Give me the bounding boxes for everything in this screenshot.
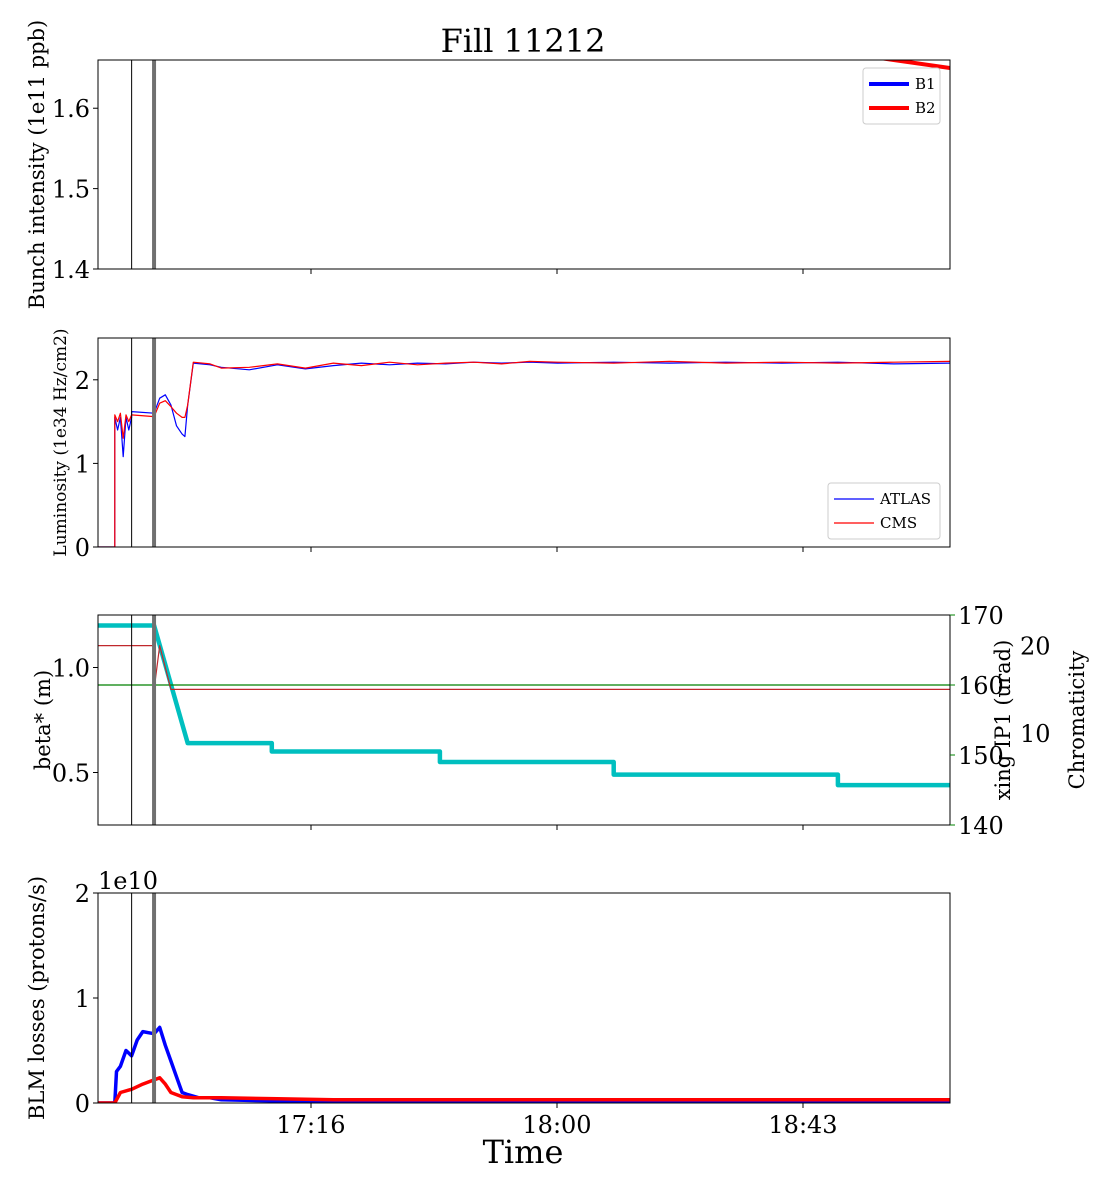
axes-frame <box>97 614 951 826</box>
y-tick-label: 1 <box>75 450 90 478</box>
y-tick-label: 1.0 <box>52 655 90 683</box>
y-tick-label: 0 <box>75 534 90 562</box>
plot-area <box>98 360 950 547</box>
series-line-chroma <box>98 644 950 691</box>
y3-tick-label: 20 <box>1020 633 1051 661</box>
y-tick-label: 2 <box>75 880 90 908</box>
plot-area <box>98 623 950 788</box>
y-tick-label: 2 <box>75 367 90 395</box>
x-axis-label: Time <box>483 1133 564 1171</box>
y-tick-label: 0 <box>75 1090 90 1118</box>
y3-tick-label: 10 <box>1020 720 1051 748</box>
plot-area <box>98 1025 950 1103</box>
y-tick-label: 1.5 <box>52 176 90 204</box>
y-tick-label: 1.4 <box>52 256 90 284</box>
x-tick-label: 18:43 <box>768 1111 837 1139</box>
series-line-b2 <box>879 60 950 70</box>
y-tick-label: 1.6 <box>52 95 90 123</box>
legend: ATLAS CMS <box>827 482 941 540</box>
y2-tick-label: 170 <box>958 602 1004 630</box>
series-line-cms <box>98 360 950 547</box>
x-tick-label: 17:16 <box>276 1111 345 1139</box>
y-axis-label: Luminosity (1e34 Hz/cm2) <box>51 328 71 556</box>
legend-label-atlas: ATLAS <box>879 490 931 508</box>
y-axis-label: Bunch intensity (1e11 ppb) <box>25 20 49 309</box>
legend-label-cms: CMS <box>880 514 917 532</box>
axes-frame <box>97 337 951 548</box>
y-tick-label: 0.5 <box>52 760 90 788</box>
y2-tick-label: 150 <box>958 742 1004 770</box>
panel-blm-losses: 0 1 2 BLM losses (protons/s) 1e10 17:16 18:00 1… <box>25 867 951 1139</box>
figure-title: Fill 11212 <box>441 22 606 60</box>
x-tick-label: 18:00 <box>522 1111 591 1139</box>
legend-label-b2: B2 <box>915 99 936 117</box>
series-line-series-1 <box>98 1076 950 1103</box>
y3-axis-label: Chromaticity <box>1065 651 1089 790</box>
y-tick-label: 1 <box>75 985 90 1013</box>
plot-area <box>879 60 950 70</box>
y-scale-offset-label: 1e10 <box>98 867 158 895</box>
y2-axis-label: xing IP1 (urad) <box>991 640 1015 801</box>
series-line-atlas <box>98 361 950 547</box>
y2-tick-label: 160 <box>958 672 1004 700</box>
y-axis-label: BLM losses (protons/s) <box>25 876 49 1120</box>
axes-frame <box>97 59 951 270</box>
legend-box <box>827 482 941 540</box>
axes-frame <box>97 892 951 1104</box>
series-line-beta <box>98 623 950 788</box>
series-line-series-0 <box>98 1025 950 1103</box>
legend-label-b1: B1 <box>915 75 936 93</box>
y2-tick-label: 140 <box>958 812 1004 840</box>
y-axis-label: beta* (m) <box>31 670 55 770</box>
